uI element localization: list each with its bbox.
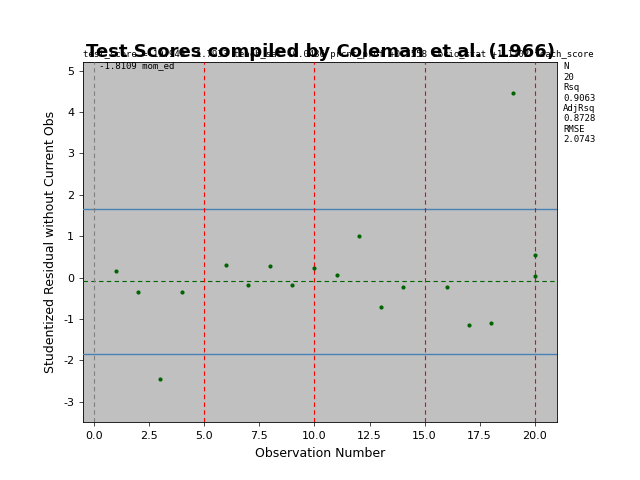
Point (221, 261, 232, 269)
Point (309, 264, 319, 272)
Y-axis label: Studentized Residual without Current Obs: Studentized Residual without Current Obs (45, 111, 58, 373)
Point (332, 271, 342, 278)
Point (442, 283, 452, 290)
Point (111, 267, 122, 275)
Point (397, 283, 408, 290)
Title: Test Scores compiled by Coleman et al. (1966): Test Scores compiled by Coleman et al. (… (86, 43, 554, 61)
Point (463, 321, 474, 329)
Point (266, 262, 276, 270)
Point (508, 89, 518, 96)
Point (353, 232, 364, 240)
Point (243, 281, 253, 289)
Point (530, 251, 540, 259)
Point (287, 281, 298, 289)
Text: N
20
Rsq
0.9063
AdjRsq
0.8728
RMSE
2.0743: N 20 Rsq 0.9063 AdjRsq 0.8728 RMSE 2.074… (563, 62, 595, 144)
X-axis label: Observation Number: Observation Number (255, 447, 385, 460)
Point (155, 375, 165, 383)
Point (133, 288, 143, 296)
Text: test_score = 19.949 -1.7933 teach_sal +0.0436 prcnt_prof +0.5558 socio_stat +1.1: test_score = 19.949 -1.7933 teach_sal +0… (83, 50, 594, 70)
Point (376, 303, 386, 311)
Point (530, 272, 540, 279)
Point (177, 288, 188, 296)
Point (486, 319, 496, 327)
